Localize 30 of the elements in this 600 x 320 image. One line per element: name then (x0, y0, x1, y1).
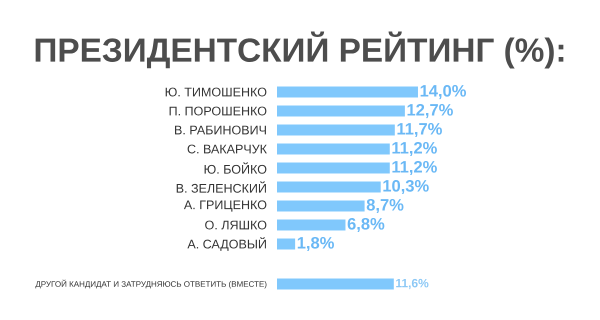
bar (277, 238, 296, 250)
bar (277, 106, 405, 117)
chart-title: ПРЕЗИДЕНТСКИЙ РЕЙТИНГ (%): (36, 31, 564, 69)
bar (277, 182, 381, 193)
y-tick-label: ДРУГОЙ КАНДИДАТ И ЗАТРУДНЯЮСЬ ОТВЕТИТЬ (ВМЕСТЕ) (35, 280, 266, 288)
data-label: 6,8% (348, 218, 384, 232)
y-tick-label: С. ВАКАРЧУК (188, 144, 267, 154)
data-label: 1,8% (298, 236, 334, 252)
data-label: 11,7% (397, 122, 442, 138)
y-tick-label: В. РАБИНОВИЧ (175, 126, 266, 134)
data-label: 8,7% (366, 198, 404, 214)
data-label: 14,0% (420, 84, 466, 100)
y-tick-label: В. ЗЕЛЕНСКИЙ (176, 181, 266, 193)
y-tick-label: Ю. БОЙКО (204, 162, 266, 174)
bar (277, 200, 365, 212)
bar (277, 144, 390, 155)
y-tick-label: П. ПОРОШЕНКО (170, 106, 266, 116)
bar (277, 124, 395, 136)
data-label: 11,2% (392, 142, 437, 156)
y-tick-label: О. ЛЯШКО (205, 220, 266, 230)
data-label: 11,2% (392, 160, 437, 176)
data-label: 11,6% (396, 278, 428, 290)
bar (277, 162, 390, 174)
data-label: 10,3% (383, 180, 429, 194)
y-tick-label: А. ГРИЦЕНКО (184, 200, 266, 212)
y-tick-label: А. САДОВЫЙ (187, 237, 266, 251)
bar (277, 86, 418, 98)
y-tick-label: Ю. ТИМОШЕНКО (166, 88, 266, 96)
data-label: 12,7% (408, 104, 453, 118)
bar (277, 220, 346, 231)
